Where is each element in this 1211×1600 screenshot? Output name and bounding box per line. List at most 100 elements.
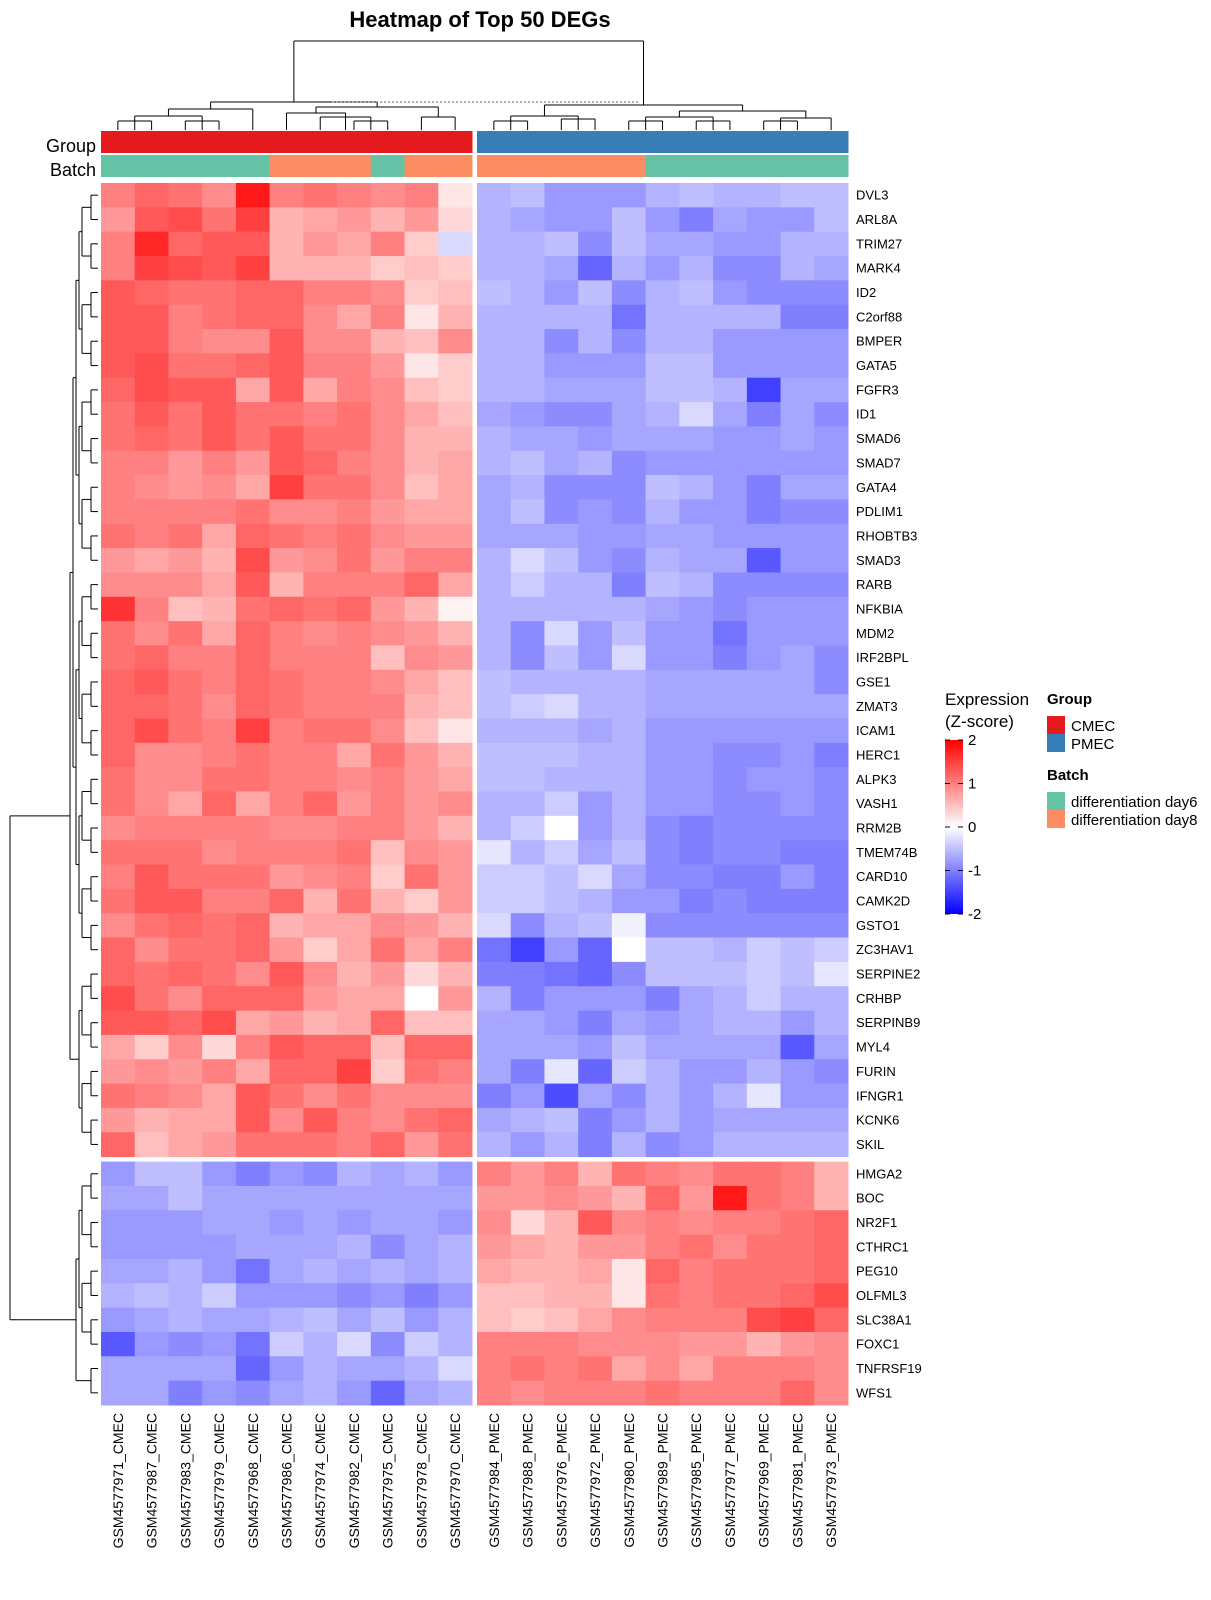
heatmap-cell	[438, 231, 473, 257]
heatmap-cell	[337, 1380, 372, 1406]
heatmap-cell	[578, 329, 613, 354]
heatmap-cell	[780, 1132, 815, 1158]
heatmap-cell	[645, 864, 680, 890]
heatmap-cell	[202, 1258, 237, 1284]
heatmap-cell	[679, 913, 714, 939]
heatmap-cell	[544, 353, 579, 379]
heatmap-cell	[477, 961, 512, 987]
column-label: GSM4577988_PMEC	[520, 1413, 536, 1548]
heatmap-cell	[202, 1010, 237, 1036]
heatmap-cell	[269, 207, 304, 233]
heatmap-cell	[477, 377, 512, 403]
heatmap-cell	[713, 1107, 748, 1133]
heatmap-cell	[404, 377, 439, 403]
heatmap-cell	[404, 548, 439, 573]
heatmap-cell	[101, 1034, 136, 1060]
heatmap-cell	[303, 475, 338, 500]
heatmap-cell	[404, 183, 439, 208]
heatmap-cell	[269, 986, 304, 1012]
heatmap-cell	[746, 183, 782, 208]
heatmap-cell	[370, 523, 406, 549]
heatmap-cell	[370, 1132, 406, 1158]
heatmap-cell	[168, 645, 203, 671]
heatmap-cell	[438, 1010, 473, 1036]
row-label: MARK4	[856, 261, 901, 276]
heatmap-cell	[303, 1234, 338, 1260]
heatmap-cell	[202, 353, 237, 379]
heatmap-cell	[101, 913, 136, 939]
heatmap-cell	[645, 304, 680, 330]
heatmap-cell	[202, 548, 237, 573]
heatmap-cell	[679, 207, 714, 233]
heatmap-cell	[679, 1161, 714, 1187]
group-annotation-cell	[101, 131, 136, 153]
heatmap-cell	[679, 888, 714, 914]
heatmap-cell	[269, 1161, 304, 1187]
heatmap-cell	[101, 1283, 136, 1309]
heatmap-cell	[544, 1356, 579, 1382]
row-label: BMPER	[856, 334, 902, 349]
heatmap-cell	[814, 475, 849, 500]
heatmap-cell	[269, 183, 304, 208]
heatmap-cell	[814, 1161, 849, 1187]
heatmap-cell	[578, 183, 613, 208]
heatmap-cell	[477, 913, 512, 939]
heatmap-cell	[303, 840, 338, 866]
heatmap-cell	[645, 377, 680, 403]
row-label: HMGA2	[856, 1166, 902, 1181]
heatmap-cell	[168, 548, 203, 573]
heatmap-cell	[780, 1083, 815, 1109]
heatmap-cell	[510, 840, 545, 866]
heatmap-cell	[337, 548, 372, 573]
heatmap-cell	[780, 1307, 815, 1333]
heatmap-cell	[510, 1107, 545, 1133]
heatmap-cell	[235, 548, 271, 573]
heatmap-cell	[578, 742, 613, 768]
row-label: ID2	[856, 285, 876, 300]
heatmap-cell	[780, 767, 815, 792]
heatmap-cell	[404, 596, 439, 622]
heatmap-cell	[168, 280, 203, 306]
heatmap-cell	[510, 742, 545, 768]
heatmap-cell	[645, 840, 680, 866]
heatmap-cell	[134, 402, 169, 427]
heatmap-cell	[713, 329, 748, 354]
heatmap-cell	[780, 669, 815, 695]
heatmap-cell	[645, 1331, 680, 1357]
heatmap-cell	[101, 937, 136, 963]
heatmap-cell	[134, 986, 169, 1012]
heatmap-cell	[438, 694, 473, 719]
heatmap-cell	[814, 718, 849, 744]
heatmap-cell	[611, 767, 647, 792]
row-dendrogram	[9, 194, 98, 1394]
heatmap-cell	[679, 183, 714, 208]
heatmap-cell	[746, 353, 782, 379]
heatmap-cell	[746, 840, 782, 866]
heatmap-cell	[337, 1356, 372, 1382]
heatmap-cell	[713, 1307, 748, 1333]
heatmap-cell	[438, 499, 473, 525]
row-label: ALPK3	[856, 772, 896, 787]
heatmap-cell	[404, 1380, 439, 1406]
heatmap-cell	[746, 1107, 782, 1133]
heatmap-cell	[101, 767, 136, 792]
heatmap-cell	[780, 1161, 815, 1187]
heatmap-cell	[780, 596, 815, 622]
heatmap-cell	[168, 1107, 203, 1133]
heatmap-cell	[370, 669, 406, 695]
heatmap-cell	[544, 499, 579, 525]
heatmap-cell	[168, 1331, 203, 1357]
heatmap-cell	[303, 742, 338, 768]
heatmap-cell	[101, 1185, 136, 1211]
heatmap-cell	[814, 280, 849, 306]
heatmap-cell	[780, 256, 815, 281]
heatmap-cell	[269, 1059, 304, 1085]
heatmap-cell	[101, 645, 136, 671]
batch-annotation-cell	[202, 155, 237, 177]
heatmap-cell	[679, 1185, 714, 1211]
heatmap-cell	[235, 304, 271, 330]
heatmap-cell	[679, 572, 714, 598]
heatmap-cell	[404, 426, 439, 452]
batch-annotation-cell	[404, 155, 439, 177]
heatmap-cell	[611, 1010, 647, 1036]
